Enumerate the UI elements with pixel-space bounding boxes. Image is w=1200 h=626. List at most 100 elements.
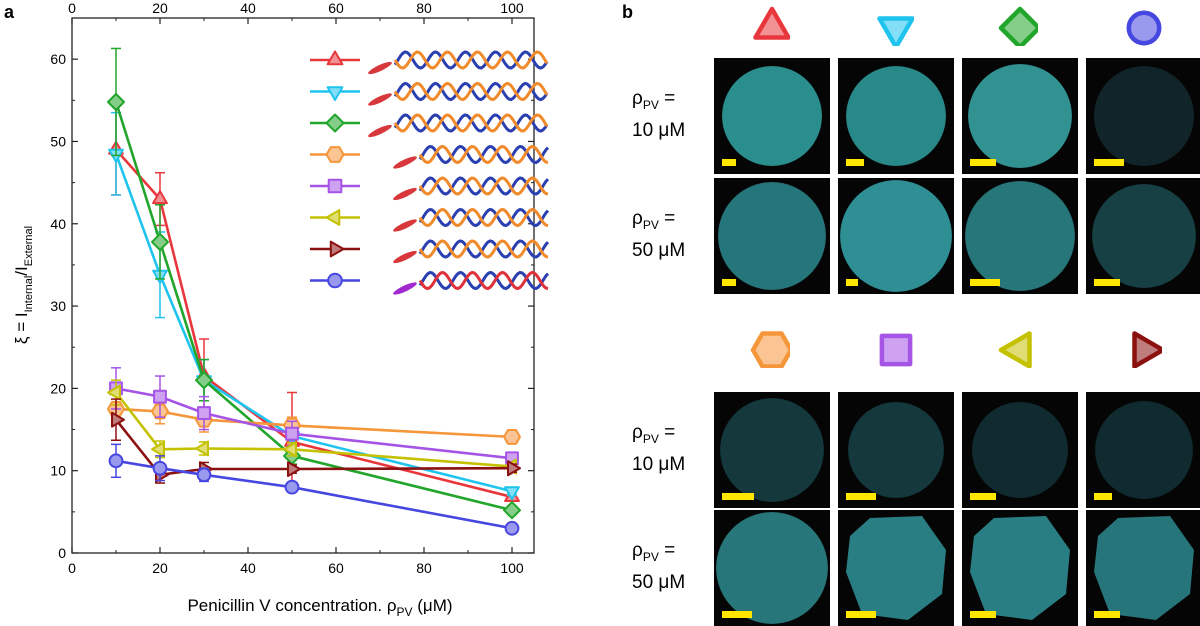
series-circle [108, 443, 520, 536]
series-triangle-down [108, 111, 520, 501]
data-point [504, 520, 520, 536]
data-point [195, 440, 209, 457]
data-point [152, 460, 168, 476]
x-tick-label: 0 [68, 560, 76, 576]
row-label: ρPV = 10 μM [632, 86, 685, 143]
data-point [196, 467, 212, 483]
data-point [197, 406, 211, 420]
row-label-sub: PV [642, 217, 659, 232]
vesicle [968, 64, 1072, 168]
x-tick-label-top: 100 [500, 0, 524, 16]
vesicle [846, 66, 946, 166]
row-label: ρPV = 50 μM [632, 538, 685, 595]
panel-b: b [600, 0, 1200, 624]
row-label-rho: ρ [632, 422, 643, 443]
icon-shape [877, 16, 914, 46]
row-label-value: 10 μM [632, 119, 686, 141]
micrograph [838, 58, 954, 174]
scale-bar [970, 159, 996, 166]
data-point [283, 441, 297, 458]
icon-shape [1126, 10, 1162, 46]
triangle-down-icon [877, 16, 914, 46]
series-diamond [107, 47, 521, 520]
data-point [107, 384, 121, 401]
vesicle [720, 398, 824, 502]
series-line [115, 148, 513, 499]
row-label-value: 50 μM [632, 239, 686, 261]
data-point [195, 371, 213, 390]
helix-glyph [368, 81, 549, 106]
data-point [108, 453, 124, 469]
triangle-right-icon [1132, 331, 1162, 368]
legend-entry [310, 144, 550, 169]
legend-marker [325, 209, 341, 226]
vesicle [722, 66, 822, 166]
row-label-eq: = [658, 208, 676, 229]
data-point [151, 232, 169, 251]
vesicle [965, 181, 1075, 291]
data-point [151, 441, 165, 458]
icon-shape [753, 6, 790, 40]
scale-bar [970, 279, 1000, 286]
helix-glyph [393, 239, 550, 264]
y-tick-label: 20 [50, 380, 66, 396]
x-tick-label-top: 60 [328, 0, 344, 16]
legend-entry [310, 81, 549, 106]
panel-b-letter: b [622, 2, 633, 22]
micrograph [714, 58, 830, 174]
row-label-eq: = [658, 422, 676, 443]
micrograph [838, 392, 954, 508]
row-label-rho: ρ [632, 540, 643, 561]
triangle-up-icon [753, 6, 790, 40]
triangle-left-icon [998, 331, 1032, 368]
micrograph [1086, 178, 1200, 294]
row-label-value: 50 μM [632, 571, 686, 593]
x-axis-title: Penicillin V concentration. ρPV (μM) [187, 596, 452, 619]
scale-bar [1094, 279, 1120, 286]
diamond-icon [998, 6, 1038, 46]
legend-marker [327, 178, 343, 194]
hexagon-icon [750, 331, 790, 368]
helix-glyph [368, 50, 549, 75]
row-label: ρPV = 50 μM [632, 206, 685, 263]
y-tick-label: 50 [50, 133, 66, 149]
legend-marker [326, 50, 344, 66]
legend-marker [325, 113, 345, 133]
x-tick-label: 60 [328, 560, 344, 576]
legend-marker [327, 272, 343, 289]
helix-glyph [368, 113, 549, 138]
legend-marker [329, 240, 345, 258]
micrograph [1086, 58, 1200, 174]
data-point [107, 93, 125, 111]
circle-icon [1126, 10, 1162, 46]
data-point [287, 461, 301, 477]
plot-frame [71, 17, 535, 554]
scale-bar [846, 159, 864, 166]
scale-bar [1094, 493, 1112, 500]
data-point [284, 479, 300, 495]
y-tick-label: 40 [50, 216, 66, 232]
scale-bar [846, 611, 876, 618]
vesicle [840, 180, 952, 292]
x-tick-label-top: 0 [68, 0, 76, 16]
legend-entry [310, 270, 550, 295]
x-tick-label-top: 80 [416, 0, 432, 16]
data-point [153, 389, 167, 404]
helix-glyph [393, 207, 550, 232]
micrograph [962, 510, 1078, 626]
row-label-rho: ρ [632, 88, 643, 109]
panel-a-letter: a [4, 2, 15, 22]
row-label-sub: PV [642, 549, 659, 564]
y-tick-label: 10 [50, 463, 66, 479]
x-tick-label-top: 20 [152, 0, 168, 16]
legend-entry [310, 239, 550, 264]
x-tick-label: 40 [240, 560, 256, 576]
icon-shape [1132, 331, 1162, 368]
y-tick-label: 30 [50, 298, 66, 314]
scale-bar [722, 159, 736, 166]
scale-bar [1094, 159, 1124, 166]
square-icon [879, 333, 913, 367]
row-label-sub: PV [642, 431, 659, 446]
vesicle [972, 402, 1068, 498]
vesicle [1095, 401, 1193, 499]
